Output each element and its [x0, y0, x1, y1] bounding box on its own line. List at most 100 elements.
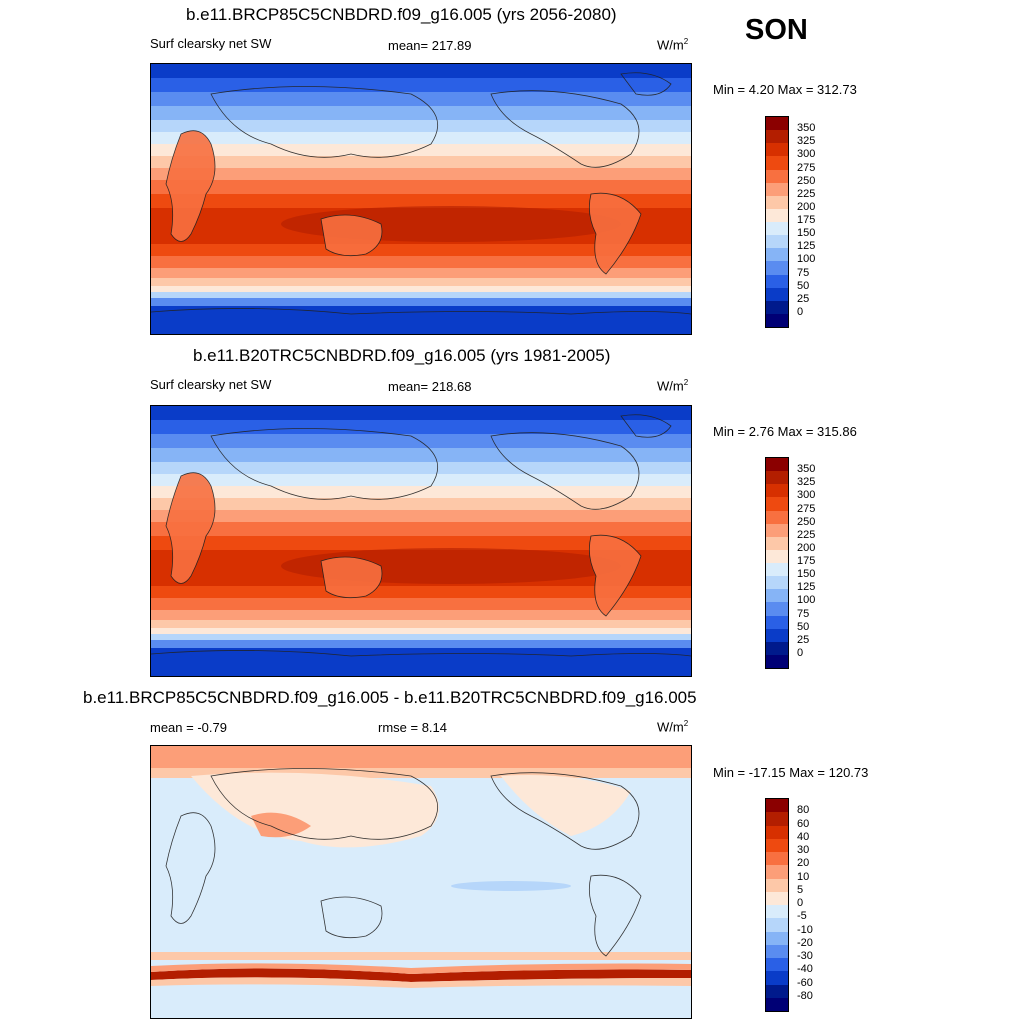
- colorbar-tick-label: -30: [797, 950, 813, 962]
- colorbar-segment: [766, 918, 788, 932]
- colorbar-segment: [766, 563, 788, 577]
- colorbar-tick-label: 80: [797, 804, 810, 817]
- colorbar-segment: [766, 641, 788, 655]
- colorbar-tick-label: 60: [797, 817, 810, 830]
- colorbar-tick-label: 0: [797, 646, 804, 659]
- colorbar-tick-label: 5: [797, 883, 804, 896]
- colorbar-tick-label: 75: [797, 266, 810, 279]
- colorbar-tick-label: 75: [797, 607, 810, 620]
- colorbar-segment: [766, 878, 788, 892]
- colorbar-segment: [766, 484, 788, 498]
- colorbar-tick-label: 50: [797, 620, 810, 633]
- colorbar-tick-label: 250: [797, 174, 816, 187]
- colorbar-tick-label: 100: [797, 594, 816, 607]
- colorbar-segment: [766, 944, 788, 958]
- colorbar-segment: [766, 130, 788, 144]
- colorbar-segment: [766, 838, 788, 852]
- colorbar-segment: [766, 576, 788, 590]
- colorbar-segment: [766, 825, 788, 839]
- panel3-minmax: Min = -17.15 Max = 120.73: [713, 765, 869, 780]
- colorbar-tick-label: 275: [797, 161, 816, 174]
- panel1-minmax: Min = 4.20 Max = 312.73: [713, 82, 857, 97]
- panel2-variable-label: Surf clearsky net SW: [150, 377, 272, 392]
- colorbar-tick-label: 350: [797, 463, 816, 476]
- colorbar-segment: [766, 654, 788, 668]
- colorbar-tick-label: -5: [797, 910, 807, 923]
- colorbar-tick-label: 225: [797, 528, 816, 541]
- colorbar-segment: [766, 313, 788, 327]
- panel1-colorbar: [765, 116, 789, 328]
- colorbar-segment: [766, 931, 788, 945]
- colorbar-segment: [766, 602, 788, 616]
- colorbar-segment: [766, 169, 788, 183]
- colorbar-tick-label: 10: [797, 870, 810, 883]
- colorbar-tick-label: 25: [797, 292, 810, 305]
- colorbar-tick-label: 175: [797, 214, 816, 226]
- colorbar-segment: [766, 852, 788, 866]
- colorbar-segment: [766, 812, 788, 826]
- panel3-colorbar: [765, 798, 789, 1012]
- colorbar-tick-label: 100: [797, 253, 816, 266]
- panel2-units-label: W/m2: [657, 378, 689, 394]
- colorbar-segment: [766, 536, 788, 550]
- panel2-colorbar: [765, 457, 789, 669]
- colorbar-tick-label: 150: [797, 227, 816, 240]
- colorbar-tick-label: 0: [797, 305, 804, 318]
- colorbar-tick-label: 125: [797, 581, 816, 594]
- colorbar-segment: [766, 235, 788, 249]
- colorbar-segment: [766, 248, 788, 262]
- panel2-mean-label: mean= 218.68: [388, 379, 472, 394]
- colorbar-tick-label: 200: [797, 541, 816, 554]
- colorbar-segment: [766, 865, 788, 879]
- colorbar-segment: [766, 222, 788, 236]
- colorbar-tick-label: 50: [797, 279, 810, 292]
- panel3-title: b.e11.BRCP85C5CNBDRD.f09_g16.005 - b.e11…: [83, 688, 697, 707]
- colorbar-segment: [766, 287, 788, 301]
- colorbar-tick-label: 275: [797, 502, 816, 515]
- colorbar-tick-label: -20: [797, 936, 813, 949]
- colorbar-segment: [766, 300, 788, 314]
- colorbar-tick-label: 250: [797, 515, 816, 528]
- colorbar-segment: [766, 589, 788, 603]
- panel1-units-label: W/m2: [657, 37, 689, 53]
- colorbar-segment: [766, 615, 788, 629]
- colorbar-segment: [766, 471, 788, 485]
- panel2-minmax: Min = 2.76 Max = 315.86: [713, 424, 857, 439]
- panel1-variable-label: Surf clearsky net SW: [150, 36, 272, 51]
- panel3-rmse-label: rmse = 8.14: [378, 720, 448, 735]
- colorbar-tick-label: -40: [797, 963, 813, 976]
- colorbar-segment: [766, 891, 788, 905]
- colorbar-segment: [766, 117, 788, 131]
- colorbar-tick-label: 175: [797, 555, 816, 567]
- colorbar-tick-label: 0: [797, 897, 804, 909]
- colorbar-segment: [766, 261, 788, 275]
- panel3-map: [150, 745, 692, 1019]
- colorbar-tick-label: 30: [797, 844, 810, 856]
- panel1-title: b.e11.BRCP85C5CNBDRD.f09_g16.005 (yrs 20…: [186, 5, 617, 24]
- panel3-units-label: W/m2: [657, 719, 689, 735]
- colorbar-tick-label: 300: [797, 148, 816, 161]
- colorbar-tick-label: 25: [797, 633, 810, 646]
- colorbar-tick-label: 20: [797, 857, 810, 870]
- colorbar-tick-label: 325: [797, 476, 816, 489]
- colorbar-segment: [766, 799, 788, 813]
- colorbar-segment: [766, 523, 788, 537]
- colorbar-segment: [766, 549, 788, 563]
- colorbar-segment: [766, 156, 788, 170]
- colorbar-tick-label: -80: [797, 989, 813, 1002]
- colorbar-segment: [766, 274, 788, 288]
- colorbar-segment: [766, 984, 788, 998]
- colorbar-segment: [766, 905, 788, 919]
- colorbar-tick-label: 325: [797, 135, 816, 148]
- colorbar-segment: [766, 958, 788, 972]
- colorbar-tick-label: 350: [797, 122, 816, 135]
- panel1-mean-label: mean= 217.89: [388, 38, 472, 53]
- colorbar-tick-label: 125: [797, 240, 816, 253]
- colorbar-segment: [766, 458, 788, 472]
- colorbar-segment: [766, 997, 788, 1011]
- colorbar-segment: [766, 143, 788, 157]
- colorbar-tick-label: 40: [797, 830, 810, 843]
- colorbar-tick-label: 225: [797, 187, 816, 200]
- colorbar-segment: [766, 628, 788, 642]
- colorbar-segment: [766, 510, 788, 524]
